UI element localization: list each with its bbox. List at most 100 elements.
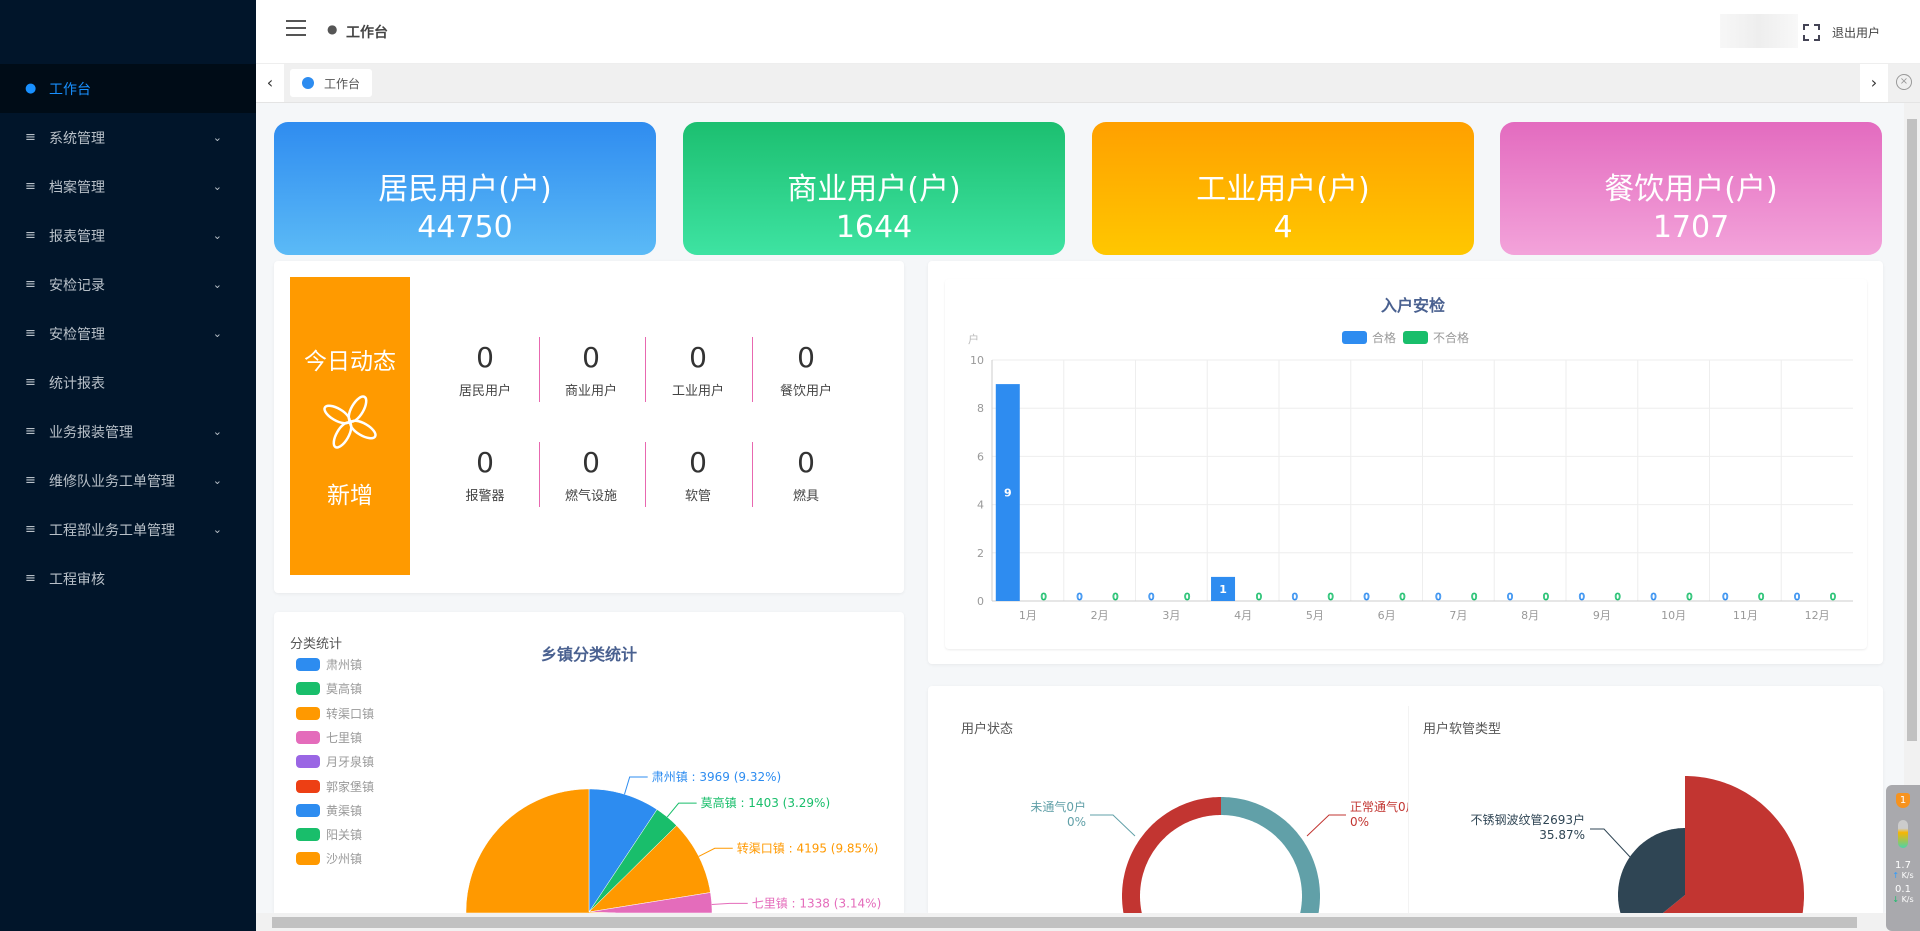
y-tick-label: 10 xyxy=(970,354,984,367)
sidebar-item-3[interactable]: ≡ 报表管理 ⌄ xyxy=(0,211,256,260)
menu-toggle-icon[interactable] xyxy=(286,20,306,36)
stat-card-1[interactable]: 商业用户(户) 1644 xyxy=(683,122,1065,255)
donut-slice[interactable] xyxy=(1122,797,1221,913)
stat-divider xyxy=(539,442,540,507)
stat-card-0[interactable]: 居民用户(户) 44750 xyxy=(274,122,656,255)
legend-label[interactable]: 不合格 xyxy=(1433,330,1469,345)
sidebar-item-label: 系统管理 xyxy=(49,130,105,147)
legend-label: 月牙泉镇 xyxy=(326,755,375,770)
sidebar-item-label: 维修队业务工单管理 xyxy=(49,473,175,490)
close-all-tabs-icon[interactable]: × xyxy=(1896,74,1912,90)
sidebar-item-9[interactable]: ≡ 工程部业务工单管理 ⌄ xyxy=(0,505,256,554)
today-stat-value: 0 xyxy=(797,446,815,479)
pie-legend-item[interactable]: 七里镇 xyxy=(296,729,362,746)
bar[interactable] xyxy=(995,384,1020,601)
sidebar-item-7[interactable]: ≡ 业务报装管理 ⌄ xyxy=(0,407,256,456)
fullscreen-icon[interactable] xyxy=(1803,24,1820,41)
vertical-scrollbar[interactable] xyxy=(1904,103,1920,913)
bar-label: 0 xyxy=(1256,592,1262,603)
bar-label: 0 xyxy=(1040,592,1046,603)
hose-pie-slice-other[interactable] xyxy=(1662,776,1804,913)
pie-legend-item[interactable]: 莫高镇 xyxy=(296,680,362,697)
legend-label: 阳关镇 xyxy=(326,828,363,843)
hose-pie-slice[interactable] xyxy=(1618,828,1685,913)
hose-label: 不锈钢波纹管2693户 xyxy=(1470,812,1585,827)
tab-workbench[interactable]: 工作台 xyxy=(290,69,372,97)
legend-swatch xyxy=(296,730,320,744)
pie-slice-remaining[interactable] xyxy=(465,788,616,913)
stat-divider xyxy=(752,442,753,507)
chevron-down-icon: ⌄ xyxy=(212,180,222,193)
town-stats-card: 分类统计 肃州镇 莫高镇 转渠口镇 七里镇 月牙泉镇 郭家堡镇 黄渠镇 阳关镇 沙州镇 乡镇分类… xyxy=(274,612,904,913)
sidebar-item-label: 报表管理 xyxy=(49,228,105,245)
bar-label: 0 xyxy=(1112,592,1118,603)
pie-label-line xyxy=(711,902,748,906)
x-tick-label: 9月 xyxy=(1593,609,1611,622)
bar-label: 0 xyxy=(1399,592,1405,603)
pie-legend-item[interactable]: 月牙泉镇 xyxy=(296,753,374,770)
pie-legend-item[interactable]: 郭家堡镇 xyxy=(296,778,374,795)
sidebar-item-label: 安检管理 xyxy=(49,326,105,343)
bar-label: 0 xyxy=(1507,592,1513,603)
chevron-down-icon: ⌄ xyxy=(212,229,222,242)
today-stat-label: 燃气设施 xyxy=(564,489,617,504)
pie-slice[interactable] xyxy=(588,892,713,914)
bar[interactable] xyxy=(1211,576,1236,601)
menu-icon: ≡ xyxy=(25,473,36,488)
tab-scroll-left-icon[interactable]: ‹ xyxy=(256,64,284,102)
bar-label: 0 xyxy=(1327,592,1333,603)
stat-title: 居民用户(户) xyxy=(378,172,552,207)
today-stat-label: 居民用户 xyxy=(458,384,511,399)
bar-label: 1 xyxy=(1219,583,1227,596)
x-tick-label: 10月 xyxy=(1661,609,1686,622)
sidebar-item-label: 工程审核 xyxy=(49,571,105,588)
pie-legend-item[interactable]: 阳关镇 xyxy=(296,826,362,843)
pie-legend-item[interactable]: 肃州镇 xyxy=(296,656,362,673)
pie-legend-item[interactable]: 沙州镇 xyxy=(296,850,362,867)
legend-swatch[interactable] xyxy=(1342,331,1367,344)
x-tick-label: 12月 xyxy=(1805,609,1830,622)
today-stat-label: 燃具 xyxy=(792,489,819,504)
user-avatar-blurred[interactable] xyxy=(1720,14,1798,48)
today-stat: 0 燃气设施 xyxy=(541,446,641,504)
stat-divider xyxy=(645,442,646,507)
stat-card-2[interactable]: 工业用户(户) 4 xyxy=(1092,122,1474,255)
sidebar-item-1[interactable]: ≡ 系统管理 ⌄ xyxy=(0,113,256,162)
sidebar-item-2[interactable]: ≡ 档案管理 ⌄ xyxy=(0,162,256,211)
legend-label: 黄渠镇 xyxy=(326,803,363,818)
pie-legend-item[interactable]: 转渠口镇 xyxy=(296,705,374,722)
logout-button[interactable]: 退出用户 xyxy=(1832,26,1881,40)
stat-card-3[interactable]: 餐饮用户(户) 1707 xyxy=(1500,122,1882,255)
pie-legend-item[interactable]: 黄渠镇 xyxy=(296,802,362,819)
donut-slice[interactable] xyxy=(1221,797,1320,913)
sidebar-item-0[interactable]: ● 工作台 xyxy=(0,64,256,113)
chevron-down-icon: ⌄ xyxy=(212,278,222,291)
tab-scroll-right-icon[interactable]: › xyxy=(1860,64,1888,102)
legend-label[interactable]: 合格 xyxy=(1372,330,1396,345)
sidebar-item-8[interactable]: ≡ 维修队业务工单管理 ⌄ xyxy=(0,456,256,505)
inspection-chart-card: 入户安检 合格 不合格户 0 2 4 6 8 10 1月 2月 3月 4月 5月 6月 7月 8月 9月 10月 11… xyxy=(928,261,1883,664)
sidebar-item-5[interactable]: ≡ 安检管理 ⌄ xyxy=(0,309,256,358)
bar-label: 0 xyxy=(1650,592,1656,603)
today-stat-label: 报警器 xyxy=(465,489,505,504)
sidebar-item-4[interactable]: ≡ 安检记录 ⌄ xyxy=(0,260,256,309)
chevron-down-icon: ⌄ xyxy=(212,425,222,438)
legend-swatch[interactable] xyxy=(1403,331,1428,344)
stat-value: 1644 xyxy=(835,210,913,245)
sidebar-item-label: 业务报装管理 xyxy=(49,424,133,441)
sidebar-item-label: 安检记录 xyxy=(49,277,105,294)
menu-icon: ≡ xyxy=(25,375,36,390)
menu-icon: ≡ xyxy=(25,424,36,439)
shield-badge-icon: 1 xyxy=(1896,793,1910,808)
today-title: 今日动态 xyxy=(304,349,396,375)
today-panel: 今日动态 新增 0 居民用户 0 商业用户 0 工业用户 0 餐饮用户 0 报警器 0 燃气设施 0 软管… xyxy=(274,261,904,593)
today-stat-value: 0 xyxy=(582,341,600,374)
header: ● 工作台 退出用户 xyxy=(256,0,1920,64)
today-stat-value: 0 xyxy=(582,446,600,479)
sidebar-item-6[interactable]: ≡ 统计报表 xyxy=(0,358,256,407)
horizontal-scrollbar[interactable] xyxy=(256,913,1904,931)
sidebar-item-10[interactable]: ≡ 工程审核 xyxy=(0,554,256,603)
user-status-title: 用户状态 xyxy=(961,722,1014,737)
